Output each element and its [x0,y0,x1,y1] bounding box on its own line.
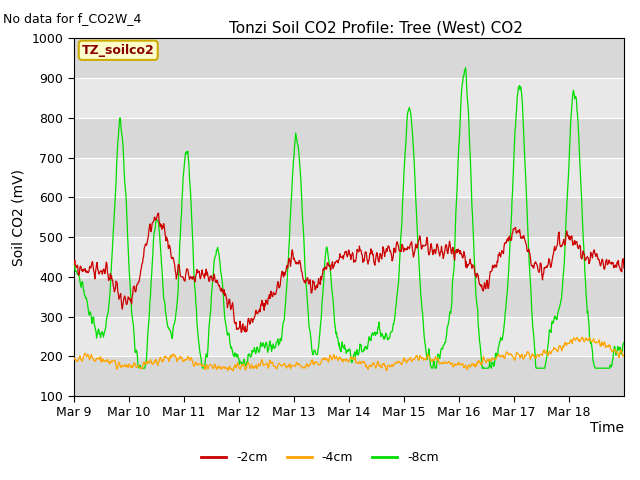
Bar [74,277,624,316]
Text: No data for f_CO2W_4: No data for f_CO2W_4 [3,12,141,25]
Bar [74,356,624,396]
Y-axis label: Soil CO2 (mV): Soil CO2 (mV) [12,168,26,266]
Text: TZ_soilco2: TZ_soilco2 [82,44,155,57]
Title: Tonzi Soil CO2 Profile: Tree (West) CO2: Tonzi Soil CO2 Profile: Tree (West) CO2 [229,21,524,36]
Bar [74,197,624,237]
X-axis label: Time: Time [591,421,625,435]
Bar [74,118,624,157]
Bar [74,38,624,78]
Legend: -2cm, -4cm, -8cm: -2cm, -4cm, -8cm [196,446,444,469]
